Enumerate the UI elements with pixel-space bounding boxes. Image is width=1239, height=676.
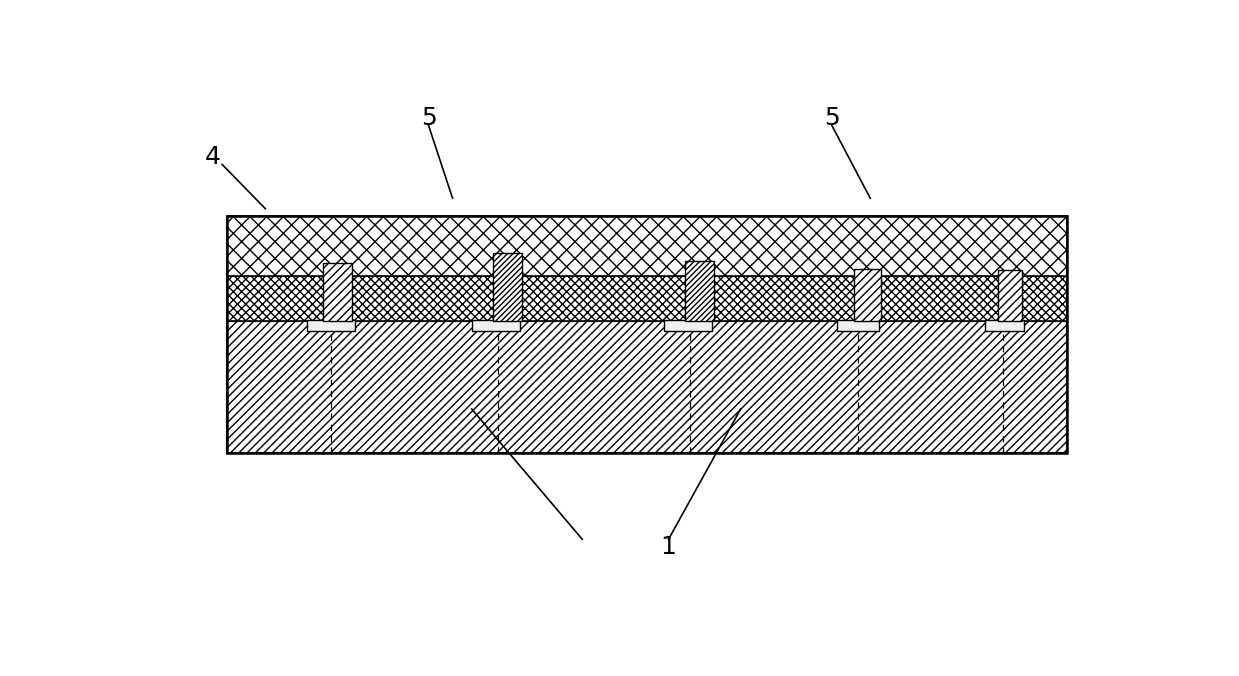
Text: 4: 4 bbox=[204, 145, 221, 168]
Bar bbox=[227, 216, 1067, 276]
Bar bbox=[854, 268, 881, 320]
Bar bbox=[227, 216, 1067, 454]
Bar bbox=[685, 261, 714, 320]
Bar bbox=[472, 320, 520, 331]
Text: 5: 5 bbox=[421, 105, 436, 130]
Bar bbox=[323, 264, 352, 320]
Bar bbox=[227, 320, 1067, 454]
Bar bbox=[227, 276, 1067, 320]
Bar bbox=[836, 320, 878, 331]
Text: 5: 5 bbox=[824, 105, 840, 130]
Bar bbox=[997, 270, 1022, 320]
Text: 1: 1 bbox=[660, 535, 676, 559]
Bar bbox=[985, 320, 1023, 331]
Bar bbox=[664, 320, 712, 331]
Bar bbox=[493, 253, 522, 320]
Bar bbox=[306, 320, 354, 331]
